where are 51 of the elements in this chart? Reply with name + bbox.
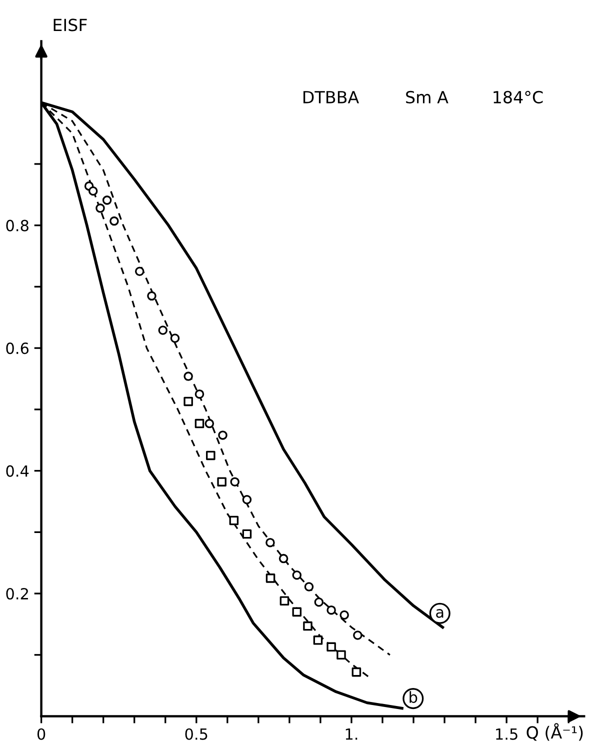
point [194, 389, 204, 399]
point [96, 204, 105, 213]
point [242, 494, 252, 504]
point [266, 538, 275, 548]
annotation: DTBBA [303, 91, 359, 104]
point [102, 196, 112, 205]
point [340, 610, 349, 620]
point [88, 186, 98, 196]
x-tick-label: 0 [37, 728, 46, 740]
point [110, 216, 119, 226]
point [326, 605, 336, 615]
point [184, 372, 193, 381]
point [158, 326, 168, 335]
point [303, 621, 312, 631]
point [353, 630, 362, 640]
point [229, 516, 239, 526]
point [217, 477, 226, 486]
point [230, 477, 240, 486]
point [292, 570, 302, 580]
point [314, 597, 324, 607]
point [170, 334, 180, 343]
series-label: b [410, 691, 418, 703]
annotation: Sm A [406, 90, 448, 104]
point [218, 430, 228, 440]
point [266, 574, 276, 583]
point [184, 396, 193, 406]
point [280, 596, 290, 606]
series-label: a [436, 609, 444, 618]
point [194, 418, 204, 428]
y-tick-label: 0.4 [6, 465, 29, 477]
annotation: 184°C [494, 90, 543, 104]
point [242, 529, 252, 539]
y-tick-label: 0.6 [6, 342, 29, 354]
x-tick-label: 1. [346, 728, 358, 740]
point [304, 582, 314, 592]
point [147, 291, 156, 301]
y-tick-label: 0.8 [6, 220, 28, 232]
y-tick-label: 0.2 [6, 588, 28, 600]
x-tick-label: 1.5 [496, 728, 518, 740]
point [134, 266, 144, 276]
point [204, 418, 214, 428]
point [313, 636, 323, 645]
x-axis-title: Q (Å⁻¹) [526, 723, 583, 741]
point [206, 450, 216, 460]
point [278, 554, 288, 564]
y-axis-title: EISF [54, 18, 87, 32]
x-tick-label: 0.5 [185, 728, 208, 740]
point [352, 667, 362, 677]
point [292, 607, 302, 617]
point [336, 650, 346, 660]
point [326, 642, 336, 652]
